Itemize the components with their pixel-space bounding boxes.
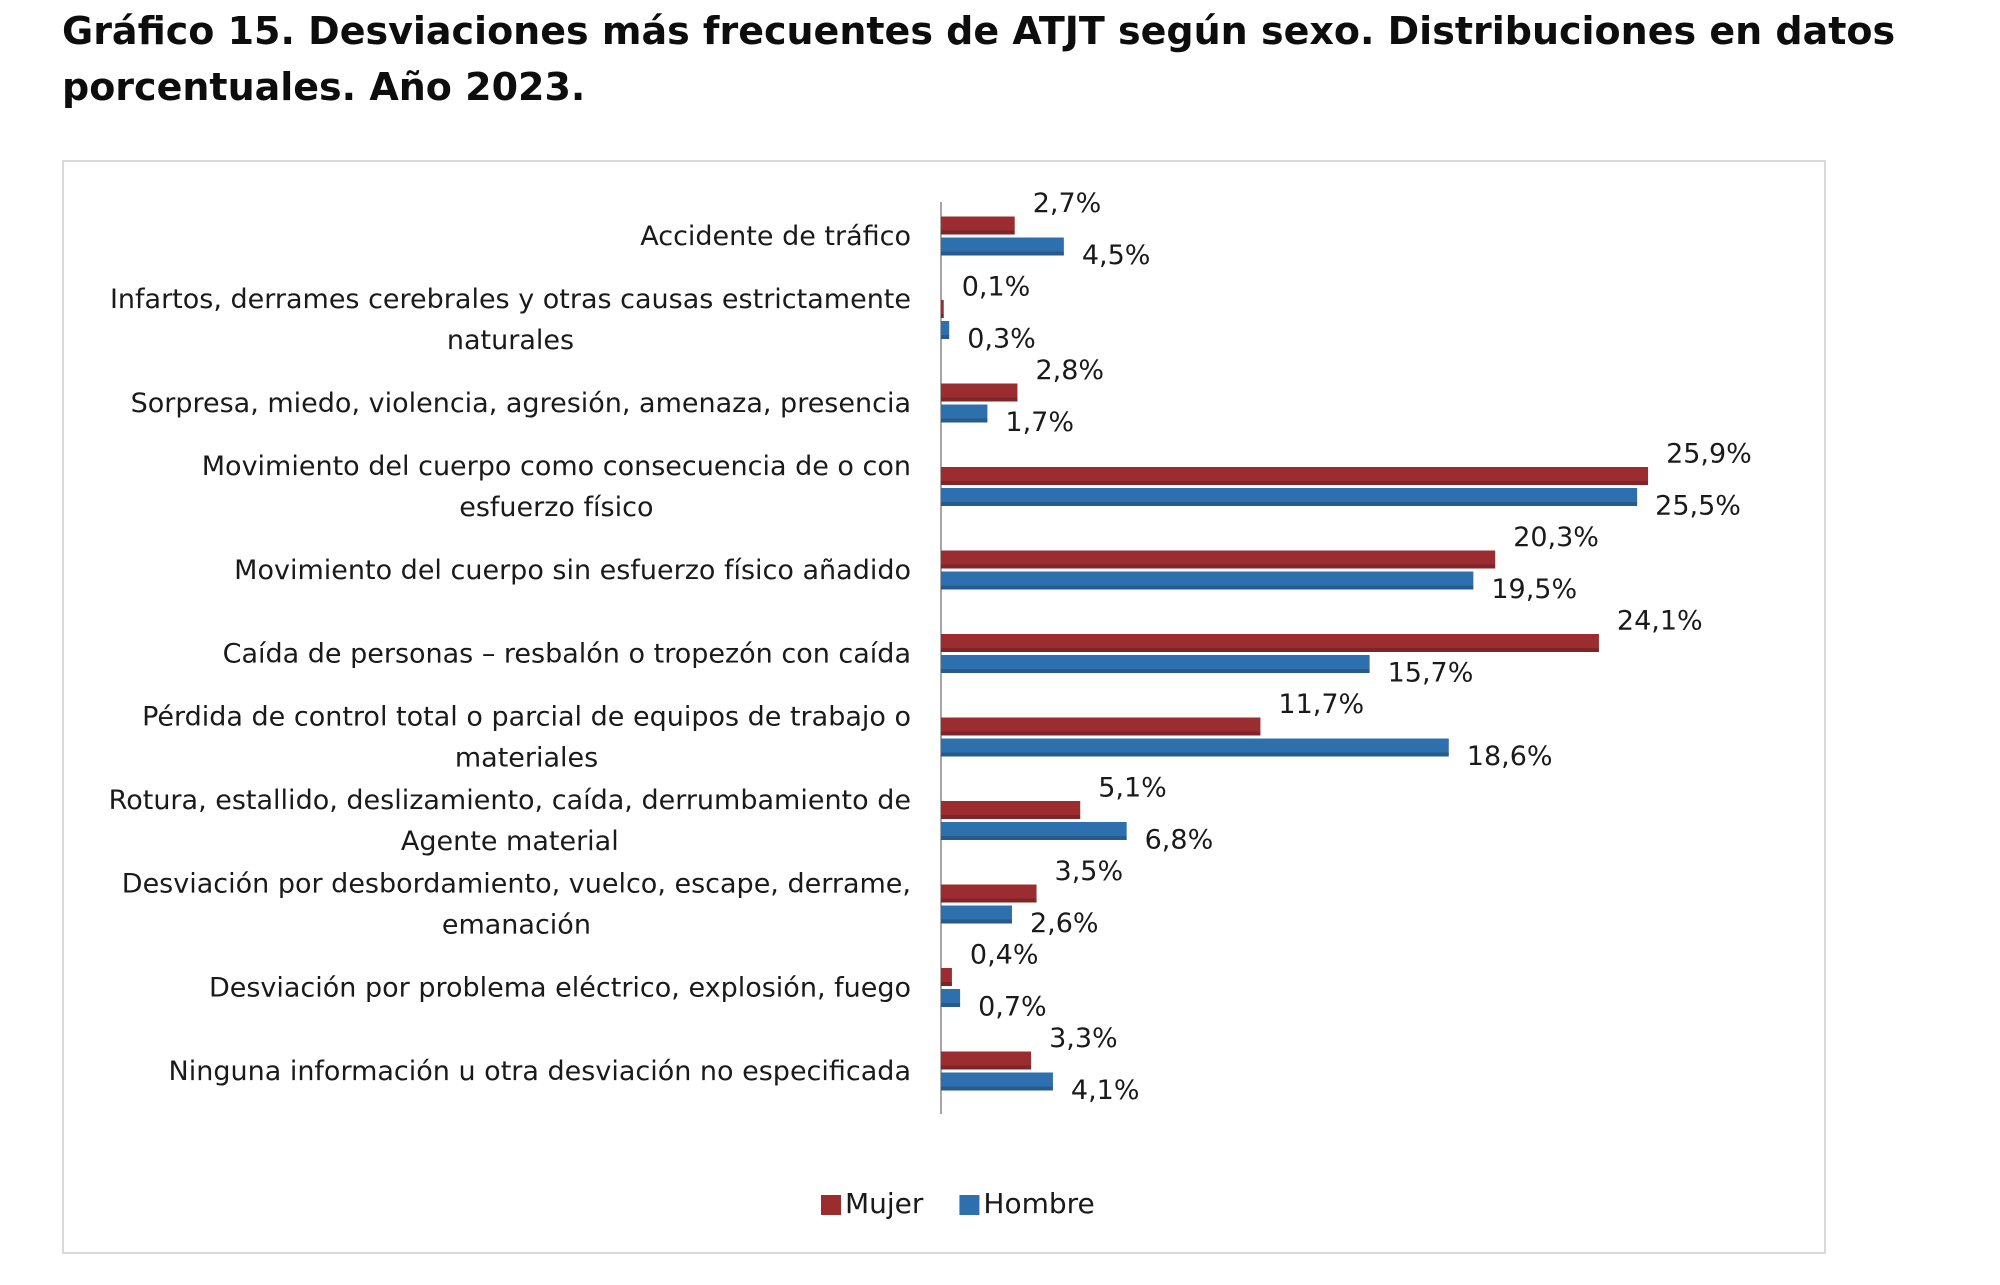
data-labels: 2,7% 4,5% 0,1% 0,3%2,8% 1,7% 25,9% 25,5% 20,3% 1… <box>962 188 1752 1106</box>
bar-shade <box>941 481 1649 485</box>
legend-label-mujer: Mujer <box>845 1187 924 1220</box>
legend-swatch-hombre <box>959 1195 980 1215</box>
category-labels: Accidente de tráfico Infartos, derrames c… <box>109 221 911 1087</box>
bar-hombre <box>941 989 961 1007</box>
bar-shade <box>941 502 1638 506</box>
legend-label-hombre: Hombre <box>983 1187 1094 1220</box>
value-label-mujer: 3,5% <box>1055 856 1124 887</box>
value-label-hombre: 2,6% <box>1030 908 1099 939</box>
bar-shade <box>941 335 950 339</box>
bar-shade <box>941 898 1037 903</box>
bar-chart: Accidente de tráfico Infartos, derrames c… <box>109 188 1752 1220</box>
category-label: emanación <box>442 910 591 941</box>
bar-shade <box>941 982 952 986</box>
value-label-mujer: 5,1% <box>1098 773 1167 804</box>
value-label-mujer: 3,3% <box>1049 1023 1118 1054</box>
value-label-mujer: 11,7% <box>1278 689 1364 720</box>
value-label-hombre: 0,7% <box>978 992 1047 1023</box>
bar-mujer <box>941 216 1015 235</box>
value-label-mujer: 25,9% <box>1666 439 1752 470</box>
bar-shade <box>941 251 1064 256</box>
bar-shade <box>941 815 1081 819</box>
value-label-mujer: 2,8% <box>1035 355 1104 386</box>
value-label-hombre: 25,5% <box>1655 491 1741 522</box>
category-label: Caída de personas – resbalón o tropezón … <box>223 639 911 670</box>
bars <box>940 202 1649 1114</box>
value-label-mujer: 2,7% <box>1033 188 1102 219</box>
category-label: Pérdida de control total o parcial de eq… <box>142 702 911 733</box>
category-label: Sorpresa, miedo, violencia, agresión, am… <box>131 388 911 419</box>
value-label-mujer: 24,1% <box>1617 606 1703 637</box>
category-label: esfuerzo físico <box>459 492 653 523</box>
chart-title-line-2: porcentuales. Año 2023. <box>62 65 586 109</box>
bar-hombre <box>941 655 1370 673</box>
bar-shade <box>941 731 1261 736</box>
bar-shade <box>941 1003 961 1007</box>
bar-shade <box>941 836 1127 840</box>
bar-shade <box>941 919 1012 924</box>
bar-hombre <box>941 404 988 423</box>
bar-shade <box>941 669 1370 673</box>
bar-mujer <box>941 300 944 318</box>
legend: Mujer Hombre <box>821 1187 1095 1220</box>
bar-mujer <box>941 884 1037 903</box>
bar-shade <box>941 752 1449 757</box>
bar-mujer <box>941 1051 1032 1070</box>
bar-shade <box>941 418 988 423</box>
bar-hombre <box>941 321 950 339</box>
chart-frame: Accidente de tráfico Infartos, derrames c… <box>62 160 1826 1254</box>
chart-title-line-1: Gráfico 15. Desviaciones más frecuentes … <box>62 9 1896 53</box>
bar-hombre <box>941 237 1064 256</box>
bar-hombre <box>941 571 1474 590</box>
value-label-hombre: 0,3% <box>967 324 1036 355</box>
bar-shade <box>941 230 1015 235</box>
value-label-hombre: 6,8% <box>1145 825 1214 856</box>
category-label: Movimiento del cuerpo sin esfuerzo físic… <box>234 555 911 586</box>
bar-hombre <box>941 738 1449 757</box>
bar-mujer <box>941 634 1599 652</box>
bar-mujer <box>941 717 1261 736</box>
category-label: Desviación por desbordamiento, vuelco, e… <box>122 869 911 900</box>
value-label-mujer: 20,3% <box>1513 522 1599 553</box>
category-label: Ninguna información u otra desviación no… <box>169 1056 911 1087</box>
value-label-hombre: 1,7% <box>1005 407 1074 438</box>
category-label: Movimiento del cuerpo como consecuencia … <box>202 451 911 482</box>
value-label-mujer: 0,1% <box>962 272 1031 303</box>
bar-mujer <box>941 467 1649 485</box>
bar-shade <box>941 397 1018 402</box>
value-label-hombre: 19,5% <box>1491 574 1577 605</box>
bar-mujer <box>941 801 1081 819</box>
value-label-mujer: 0,4% <box>970 940 1039 971</box>
bar-shade <box>941 1065 1032 1070</box>
value-label-hombre: 4,1% <box>1071 1075 1140 1106</box>
value-label-hombre: 18,6% <box>1467 741 1553 772</box>
bar-hombre <box>941 488 1638 506</box>
bar-shade <box>941 585 1474 590</box>
bar-shade <box>941 564 1496 569</box>
value-label-hombre: 4,5% <box>1082 240 1151 271</box>
category-label: Agente material <box>401 826 619 857</box>
category-label: Rotura, estallido, deslizamiento, caída,… <box>109 785 911 816</box>
category-label: Desviación por problema eléctrico, explo… <box>209 973 911 1004</box>
category-label: Infartos, derrames cerebrales y otras ca… <box>110 284 911 315</box>
category-label: materiales <box>455 743 598 774</box>
value-label-hombre: 15,7% <box>1388 658 1474 689</box>
legend-swatch-mujer <box>821 1195 841 1215</box>
category-label: Accidente de tráfico <box>640 221 911 252</box>
bar-shade <box>941 648 1599 652</box>
bar-hombre <box>941 1072 1053 1091</box>
bar-mujer <box>941 550 1496 569</box>
bar-shade <box>941 314 944 318</box>
bar-mujer <box>941 383 1018 402</box>
bar-mujer <box>941 968 952 986</box>
category-label: naturales <box>447 325 574 356</box>
bar-hombre <box>941 822 1127 840</box>
bar-hombre <box>941 905 1012 924</box>
bar-shade <box>941 1086 1053 1091</box>
